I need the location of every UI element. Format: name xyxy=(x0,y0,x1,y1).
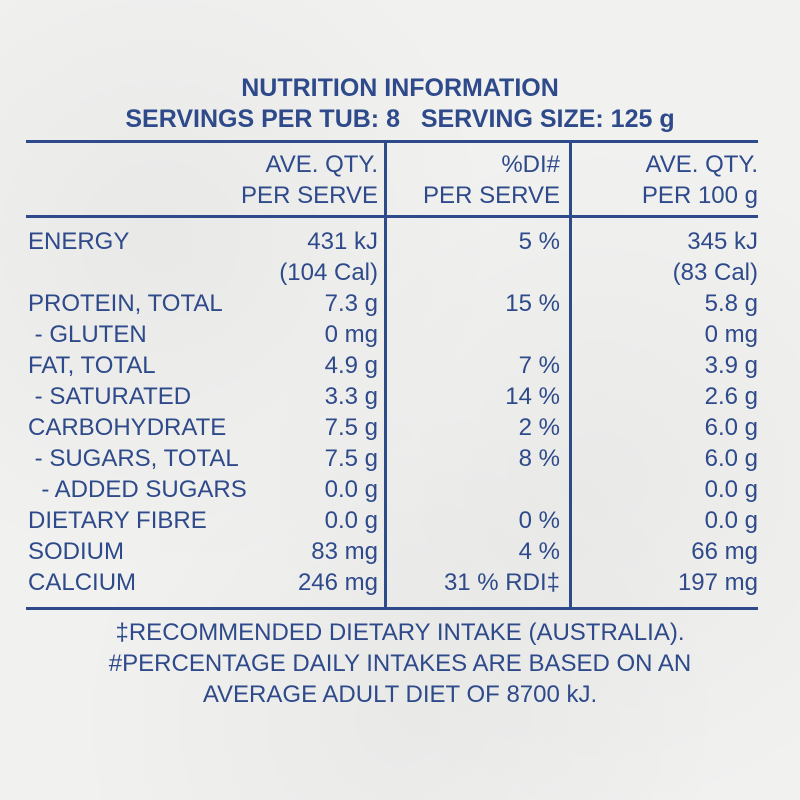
nutrient-label: ENERGY xyxy=(28,228,130,255)
di-value: 5 % xyxy=(518,228,560,255)
nutrient-label: - ADDED SUGARS xyxy=(28,476,247,503)
nutrient-label: FAT, TOTAL xyxy=(28,352,156,379)
per-serve-value: 3.3 g xyxy=(324,383,378,410)
per-serve-value: 7.3 g xyxy=(324,290,378,317)
di-value: 31 % RDI‡ xyxy=(443,569,560,596)
per-serve-value: 0.0 g xyxy=(324,476,378,503)
per-serve-value: (104 Cal) xyxy=(279,259,378,286)
di-value: 15 % xyxy=(505,290,560,317)
col-header-per100-2: PER 100 g xyxy=(641,182,758,209)
per-100g-value: 6.0 g xyxy=(704,445,758,472)
per-serve-value: 4.9 g xyxy=(324,352,378,379)
serving-size: SERVING SIZE: 125 g xyxy=(420,105,675,133)
nutrient-label: DIETARY FIBRE xyxy=(28,507,207,534)
per-serve-value: 246 mg xyxy=(297,569,378,596)
column-divider-right xyxy=(569,140,572,610)
column-divider-left xyxy=(384,140,387,610)
footnote-rdi: ‡RECOMMENDED DIETARY INTAKE (AUSTRALIA). xyxy=(115,619,685,646)
per-100g-value: 6.0 g xyxy=(704,414,758,441)
di-value: 0 % xyxy=(518,507,560,534)
per-serve-value: 7.5 g xyxy=(324,445,378,472)
di-value: 14 % xyxy=(505,383,560,410)
bottom-rule xyxy=(26,607,758,610)
per-serve-value: 431 kJ xyxy=(307,228,378,255)
servings-per-tub: SERVINGS PER TUB: 8 xyxy=(125,105,400,133)
nutrient-label: CALCIUM xyxy=(28,569,137,596)
per-serve-value: 0 mg xyxy=(324,321,378,348)
per-serve-value: 83 mg xyxy=(311,538,378,565)
per-100g-value: 197 mg xyxy=(677,569,758,596)
nutrient-label: - SUGARS, TOTAL xyxy=(28,445,239,472)
per-100g-value: (83 Cal) xyxy=(672,259,758,286)
di-value: 2 % xyxy=(518,414,560,441)
per-100g-value: 5.8 g xyxy=(704,290,758,317)
di-value: 8 % xyxy=(518,445,560,472)
col-header-di-2: PER SERVE xyxy=(423,182,560,209)
footnote-di-2: AVERAGE ADULT DIET OF 8700 kJ. xyxy=(202,681,598,708)
per-serve-value: 7.5 g xyxy=(324,414,378,441)
di-value: 7 % xyxy=(518,352,560,379)
footnote-di-1: #PERCENTAGE DAILY INTAKES ARE BASED ON A… xyxy=(108,650,692,677)
col-header-di-1: %DI# xyxy=(501,151,560,178)
per-100g-value: 2.6 g xyxy=(704,383,758,410)
panel-title: NUTRITION INFORMATION xyxy=(241,74,559,102)
per-serve-value: 0.0 g xyxy=(324,507,378,534)
col-header-per100-1: AVE. QTY. xyxy=(645,151,759,178)
col-header-serve-1: AVE. QTY. xyxy=(265,151,379,178)
per-100g-value: 66 mg xyxy=(691,538,758,565)
top-rule xyxy=(26,140,758,143)
nutrient-label: PROTEIN, TOTAL xyxy=(28,290,223,317)
header-rule xyxy=(26,215,758,218)
col-header-serve-2: PER SERVE xyxy=(241,182,378,209)
nutrient-label: - SATURATED xyxy=(28,383,192,410)
di-value: 4 % xyxy=(518,538,560,565)
per-100g-value: 3.9 g xyxy=(704,352,758,379)
per-100g-value: 345 kJ xyxy=(687,228,758,255)
per-100g-value: 0.0 g xyxy=(704,476,758,503)
per-100g-value: 0 mg xyxy=(704,321,758,348)
servings-line: SERVINGS PER TUB: 8 SERVING SIZE: 125 g xyxy=(0,104,800,134)
nutrient-label: - GLUTEN xyxy=(28,321,147,348)
nutrient-label: CARBOHYDRATE xyxy=(28,414,227,441)
nutrient-label: SODIUM xyxy=(28,538,124,565)
per-100g-value: 0.0 g xyxy=(704,507,758,534)
